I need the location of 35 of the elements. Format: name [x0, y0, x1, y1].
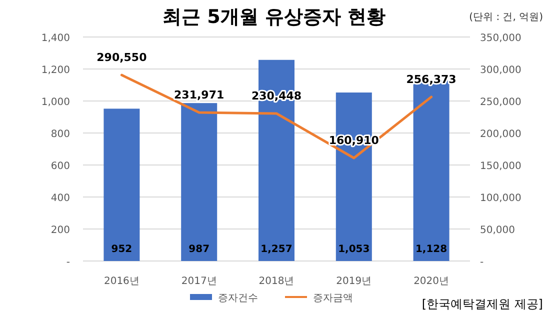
data-label: 987 [188, 244, 210, 255]
x-tick-label: 2018년 [258, 276, 294, 287]
y2-tick-label: 350,000 [480, 33, 522, 44]
data-label: 231,971 [174, 88, 224, 102]
y-tick-label: 1,200 [41, 65, 70, 76]
y-tick-label: - [66, 257, 70, 268]
y2-tick-label: 300,000 [480, 65, 522, 76]
bar [104, 108, 140, 261]
y2-tick-label: 150,000 [480, 161, 522, 172]
y-tick-label: 600 [50, 161, 70, 172]
y2-tick-label: 250,000 [480, 97, 522, 108]
legend-label: 증자금액 [313, 293, 353, 304]
text: (단위 : 건, 억원) [469, 12, 544, 23]
legend-label: 증자건수 [218, 293, 258, 304]
y-tick-label: 200 [50, 225, 70, 236]
data-label: 290,550 [96, 51, 148, 64]
data-label: 1,257 [260, 244, 292, 255]
data-label: 1,053 [338, 244, 370, 255]
y2-tick-label: 50,000 [480, 225, 515, 236]
data-label: 952 [111, 244, 132, 255]
text: [한국예탁결제원 제공] [422, 297, 543, 311]
y-tick-label: 800 [50, 129, 70, 140]
y2-tick-label: - [480, 257, 484, 268]
y-tick-label: 400 [50, 193, 70, 204]
y2-tick-label: 200,000 [480, 129, 522, 140]
data-label: 1,128 [415, 244, 448, 255]
y-tick-label: 1,400 [41, 33, 70, 44]
x-tick-label: 2017년 [181, 276, 217, 287]
bar [181, 103, 218, 261]
chart-title: 최근 5개월 유상증자 현황 [162, 6, 386, 28]
x-tick-label: 2020년 [414, 276, 450, 287]
y2-tick-label: 100,000 [480, 193, 522, 204]
y-tick-label: 1,000 [41, 97, 70, 108]
x-tick-label: 2016년 [104, 276, 140, 287]
x-tick-label: 2019년 [336, 276, 372, 287]
